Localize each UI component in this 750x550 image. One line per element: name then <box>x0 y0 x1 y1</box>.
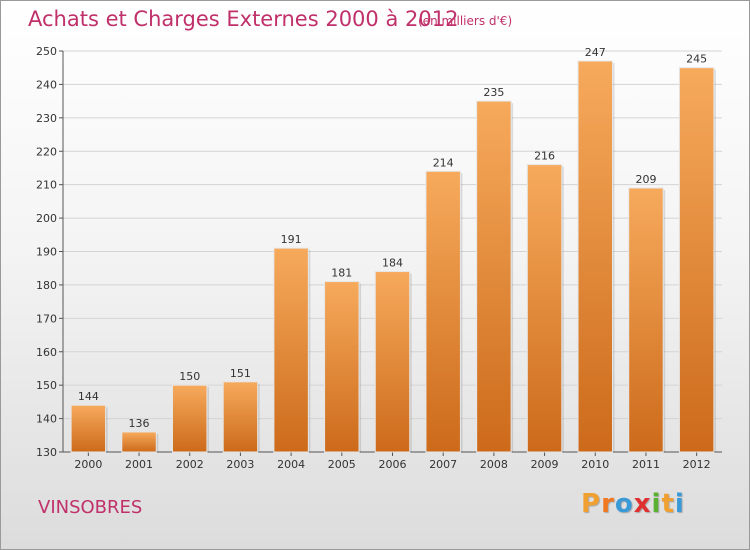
bar-layer <box>70 60 716 453</box>
y-tick-label: 170 <box>36 312 57 325</box>
axis-layer: 130 140 150 160 170 180 190 200 210 220 230 240 250 2… <box>36 45 722 471</box>
x-tick-label: 2010 <box>581 458 609 471</box>
x-tick-label: 2009 <box>531 458 559 471</box>
y-tick-label: 220 <box>36 145 57 158</box>
data-label: 151 <box>230 367 251 380</box>
bar-2005 <box>324 281 360 453</box>
bar-2010 <box>577 60 614 453</box>
x-tick-label: 2003 <box>226 458 254 471</box>
bar-2007 <box>425 170 461 453</box>
logo-letter: o <box>614 489 634 519</box>
chart-title: Achats et Charges Externes 2000 à 2012 <box>28 7 459 31</box>
x-tick-label: 2000 <box>74 458 102 471</box>
data-label: 247 <box>585 46 606 59</box>
data-label: 181 <box>331 267 352 280</box>
x-tick-label: 2002 <box>176 458 204 471</box>
logo-letter: i <box>674 489 685 519</box>
bar-2012 <box>678 67 715 453</box>
bar-2008 <box>476 100 512 453</box>
data-label: 209 <box>635 173 656 186</box>
bar-2002 <box>171 384 208 453</box>
y-tick-label: 230 <box>36 112 57 125</box>
x-tick-label: 2001 <box>125 458 153 471</box>
data-label: 184 <box>382 257 403 270</box>
data-label: 216 <box>534 150 555 163</box>
data-label: 136 <box>129 417 150 430</box>
data-label: 245 <box>686 53 707 66</box>
y-tick-label: 150 <box>36 379 57 392</box>
x-tick-label: 2004 <box>277 458 305 471</box>
chart-subtitle: (en milliers d'€) <box>418 14 513 28</box>
logo-letter: i <box>651 489 662 519</box>
logo-letter: x <box>633 489 652 519</box>
y-tick-label: 210 <box>36 179 57 192</box>
commune-name: VINSOBRES <box>38 497 143 518</box>
x-tick-label: 2007 <box>429 458 457 471</box>
bar-2009 <box>526 164 563 453</box>
label-layer: 144 136 150 151 191 181 184 214 235 216 247 209 245 <box>78 46 707 430</box>
x-tick-label: 2008 <box>480 458 508 471</box>
y-tick-label: 130 <box>36 446 57 459</box>
y-tick-label: 140 <box>36 413 57 426</box>
proxiti-logo[interactable]: Proxiti <box>581 489 685 519</box>
y-tick-label: 200 <box>36 212 57 225</box>
logo-letter: P <box>581 489 602 519</box>
bar-2003 <box>222 381 259 453</box>
logo-letter: r <box>601 489 615 519</box>
y-tick-label: 160 <box>36 346 57 359</box>
y-tick-label: 250 <box>36 45 57 58</box>
y-tick-label: 180 <box>36 279 57 292</box>
data-label: 191 <box>281 233 302 246</box>
data-label: 235 <box>483 86 504 99</box>
logo-letter: t <box>661 489 675 519</box>
bar-2000 <box>70 404 107 453</box>
data-label: 144 <box>78 390 99 403</box>
bar-2011 <box>628 187 664 453</box>
x-tick-label: 2012 <box>683 458 711 471</box>
bar-2006 <box>374 271 411 453</box>
x-tick-label: 2005 <box>328 458 356 471</box>
x-tick-label: 2006 <box>379 458 407 471</box>
y-tick-label: 240 <box>36 78 57 91</box>
bar-2001 <box>121 431 157 453</box>
bar-2004 <box>273 247 309 453</box>
x-tick-label: 2011 <box>632 458 660 471</box>
data-label: 150 <box>179 370 200 383</box>
y-tick-label: 190 <box>36 246 57 259</box>
data-label: 214 <box>433 156 454 169</box>
